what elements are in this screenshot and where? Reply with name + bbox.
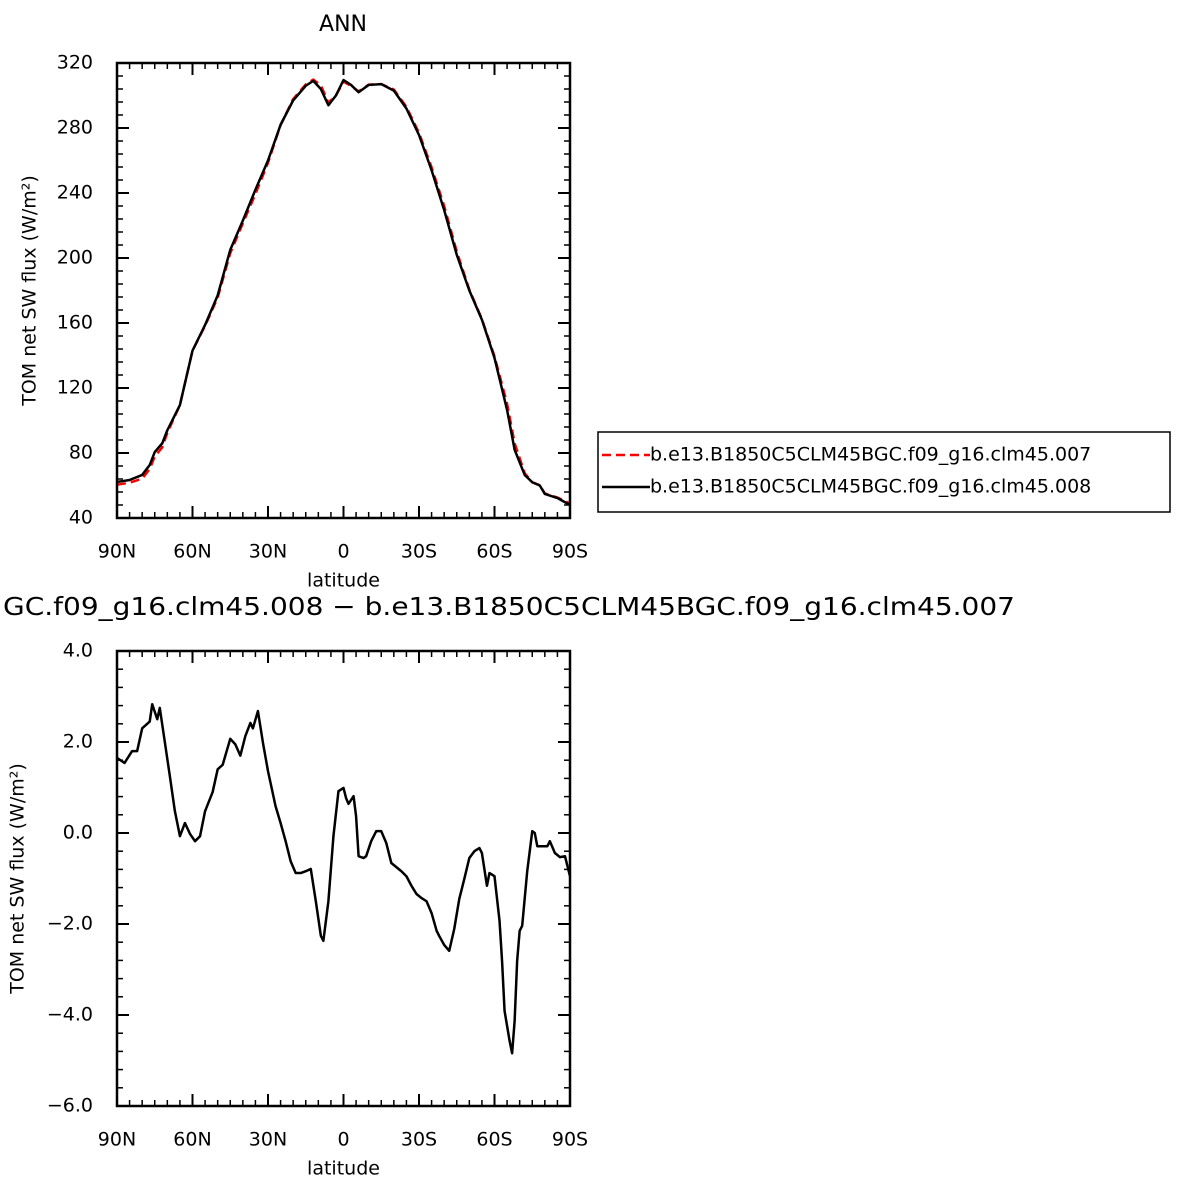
x-tick-label: 0 bbox=[337, 1129, 349, 1151]
x-tick-label: 30N bbox=[249, 1129, 287, 1151]
x-tick-label: 30S bbox=[401, 1129, 437, 1151]
x-tick-label: 30S bbox=[401, 541, 437, 563]
data-line bbox=[116, 78, 571, 505]
legend-label: b.e13.B1850C5CLM45BGC.f09_g16.clm45.008 bbox=[650, 476, 1091, 498]
plot-frame bbox=[115, 61, 572, 520]
y-tick-label: 160 bbox=[57, 312, 93, 334]
y-tick-label: 80 bbox=[69, 442, 93, 464]
x-tick-label: 60S bbox=[476, 1129, 512, 1151]
y-tick-label: 120 bbox=[57, 377, 93, 399]
x-axis-label: latitude bbox=[307, 570, 380, 592]
x-tick-label: 90N bbox=[98, 541, 136, 563]
x-tick-label: 90S bbox=[552, 1129, 588, 1151]
y-tick-label: 320 bbox=[57, 52, 93, 74]
y-tick-label: −2.0 bbox=[47, 913, 93, 935]
x-tick-label: 60N bbox=[173, 1129, 211, 1151]
y-tick-label: 4.0 bbox=[63, 640, 93, 662]
data-line bbox=[116, 702, 572, 1055]
x-tick-label: 0 bbox=[337, 541, 349, 563]
y-axis-label: TOM net SW flux (W/m²) bbox=[7, 763, 29, 995]
y-tick-label: −4.0 bbox=[47, 1004, 93, 1026]
x-tick-label: 30N bbox=[249, 541, 287, 563]
y-tick-label: 200 bbox=[57, 247, 93, 269]
chart-title: ANN bbox=[319, 12, 367, 37]
data-line bbox=[116, 78, 571, 507]
x-tick-label: 60S bbox=[476, 541, 512, 563]
y-tick-label: 240 bbox=[57, 182, 93, 204]
legend-label: b.e13.B1850C5CLM45BGC.f09_g16.clm45.007 bbox=[650, 444, 1091, 466]
y-tick-label: −6.0 bbox=[47, 1095, 93, 1117]
y-tick-label: 40 bbox=[69, 507, 93, 529]
y-tick-label: 280 bbox=[57, 117, 93, 139]
x-axis-label: latitude bbox=[307, 1158, 380, 1180]
legend-box bbox=[597, 431, 1171, 513]
y-tick-label: 2.0 bbox=[63, 731, 93, 753]
chart-title: GC.f09_g16.clm45.008 − b.e13.B1850C5CLM4… bbox=[3, 592, 1015, 621]
y-tick-label: 0.0 bbox=[63, 822, 93, 844]
x-tick-label: 60N bbox=[173, 541, 211, 563]
plot-frame bbox=[115, 649, 572, 1108]
y-axis-label: TOM net SW flux (W/m²) bbox=[19, 175, 41, 407]
x-tick-label: 90N bbox=[98, 1129, 136, 1151]
x-tick-label: 90S bbox=[552, 541, 588, 563]
